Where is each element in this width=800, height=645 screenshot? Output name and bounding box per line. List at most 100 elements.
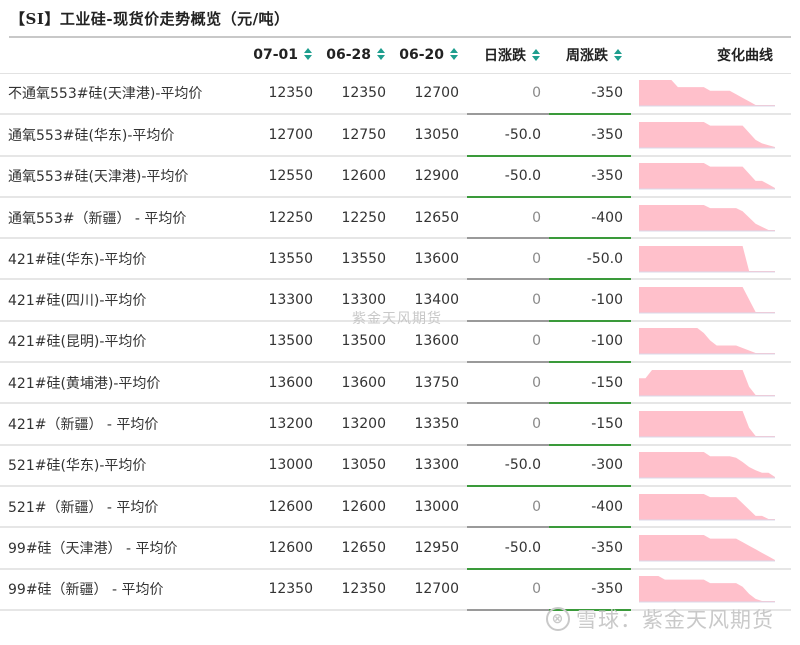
weekly-change: -150 bbox=[549, 403, 631, 446]
price-0628: 12650 bbox=[321, 527, 394, 570]
sort-icon[interactable] bbox=[450, 48, 459, 61]
table-header-row: 07-01 06-28 06-20 日涨跌 周涨跌 变化曲线 bbox=[0, 38, 791, 74]
change-underline bbox=[467, 608, 549, 611]
price-0628: 12600 bbox=[321, 155, 394, 198]
sparkline-chart bbox=[639, 328, 775, 355]
sparkline-cell bbox=[631, 403, 791, 446]
price-0701: 13550 bbox=[248, 238, 321, 281]
price-0628: 13600 bbox=[321, 362, 394, 405]
sort-icon[interactable] bbox=[532, 49, 541, 62]
product-name: 421#（新疆） - 平均价 bbox=[0, 403, 248, 446]
price-0620: 13600 bbox=[394, 320, 467, 364]
price-0701: 12600 bbox=[248, 527, 321, 570]
daily-change: 0 bbox=[467, 279, 549, 322]
price-0620: 13300 bbox=[394, 444, 467, 487]
daily-change: 0 bbox=[467, 196, 549, 240]
weekly-change: -350 bbox=[549, 527, 631, 570]
price-0701: 13300 bbox=[248, 279, 321, 322]
daily-change: 0 bbox=[467, 568, 549, 611]
title-divider bbox=[9, 36, 791, 38]
table-row[interactable]: 521#硅(华东)-平均价 13000 13050 13300 -50.0 -300 bbox=[0, 444, 791, 487]
daily-change: 0 bbox=[467, 320, 549, 364]
daily-change: -50.0 bbox=[467, 527, 549, 570]
header-date-0620[interactable]: 06-20 bbox=[394, 38, 467, 74]
product-name: 421#硅(昆明)-平均价 bbox=[0, 320, 248, 364]
price-0701: 12350 bbox=[248, 568, 321, 611]
sort-icon[interactable] bbox=[304, 48, 313, 61]
product-name: 通氧553#硅(天津港)-平均价 bbox=[0, 155, 248, 198]
daily-change: 0 bbox=[467, 485, 549, 529]
weekly-change: -50.0 bbox=[549, 238, 631, 281]
watermark-center: 紫金天风期货 bbox=[352, 311, 442, 327]
sparkline-chart bbox=[639, 287, 775, 314]
table-row[interactable]: 通氧553#硅(天津港)-平均价 12550 12600 12900 -50.0 -350 bbox=[0, 155, 791, 198]
price-0620: 12900 bbox=[394, 155, 467, 198]
price-0701: 12250 bbox=[248, 196, 321, 240]
price-0628: 12350 bbox=[321, 73, 394, 116]
price-0620: 12700 bbox=[394, 73, 467, 116]
table-row[interactable]: 不通氧553#硅(天津港)-平均价 12350 12350 12700 0 -350 bbox=[0, 73, 791, 116]
sparkline-chart bbox=[639, 411, 775, 438]
price-0620: 13350 bbox=[394, 403, 467, 446]
product-name: 421#硅(四川)-平均价 bbox=[0, 279, 248, 322]
table-row[interactable]: 421#硅(华东)-平均价 13550 13550 13600 0 -50.0 bbox=[0, 238, 791, 281]
price-0620: 13400 bbox=[394, 279, 467, 322]
price-0628: 12250 bbox=[321, 196, 394, 240]
price-0628: 12350 bbox=[321, 568, 394, 611]
price-0628: 12600 bbox=[321, 485, 394, 529]
price-0701: 12350 bbox=[248, 73, 321, 116]
price-0701: 12550 bbox=[248, 155, 321, 198]
sparkline-cell bbox=[631, 279, 791, 322]
table-row[interactable]: 421#硅(黄埔港)-平均价 13600 13600 13750 0 -150 bbox=[0, 362, 791, 405]
header-weekly-change[interactable]: 周涨跌 bbox=[549, 38, 631, 74]
table-row[interactable]: 99#硅（天津港） - 平均价 12600 12650 12950 -50.0 -350 bbox=[0, 527, 791, 570]
price-0701: 13000 bbox=[248, 444, 321, 487]
sparkline-chart bbox=[639, 576, 775, 603]
sort-icon[interactable] bbox=[614, 49, 623, 62]
price-0620: 13050 bbox=[394, 114, 467, 157]
table-row[interactable]: 521#（新疆） - 平均价 12600 12600 13000 0 -400 bbox=[0, 485, 791, 529]
price-0701: 12700 bbox=[248, 114, 321, 157]
product-name: 421#硅(黄埔港)-平均价 bbox=[0, 362, 248, 405]
page-title: 【SI】工业硅-现货价走势概览（元/吨） bbox=[10, 10, 290, 28]
sparkline-cell bbox=[631, 114, 791, 157]
price-0701: 13600 bbox=[248, 362, 321, 405]
header-date-0628[interactable]: 06-28 bbox=[321, 38, 394, 74]
daily-change: 0 bbox=[467, 403, 549, 446]
weekly-change: -100 bbox=[549, 279, 631, 322]
price-0620: 12950 bbox=[394, 527, 467, 570]
daily-change: 0 bbox=[467, 238, 549, 281]
weekly-change: -350 bbox=[549, 114, 631, 157]
weekly-change: -400 bbox=[549, 196, 631, 240]
weekly-change: -350 bbox=[549, 155, 631, 198]
watermark-bottom: ⊗ 雪球：紫金天风期货 bbox=[546, 604, 774, 634]
weekly-change: -350 bbox=[549, 73, 631, 116]
price-0620: 12650 bbox=[394, 196, 467, 240]
table-row[interactable]: 421#硅(四川)-平均价 13300 13300 13400 0 -100 bbox=[0, 279, 791, 322]
header-date-0701[interactable]: 07-01 bbox=[248, 38, 321, 74]
sparkline-cell bbox=[631, 568, 791, 611]
sparkline-chart bbox=[639, 369, 775, 397]
sparkline-cell bbox=[631, 73, 791, 116]
product-name: 521#硅(华东)-平均价 bbox=[0, 444, 248, 487]
price-0628: 13500 bbox=[321, 320, 394, 364]
daily-change: -50.0 bbox=[467, 155, 549, 198]
table-row[interactable]: 421#硅(昆明)-平均价 13500 13500 13600 0 -100 bbox=[0, 320, 791, 364]
sort-icon[interactable] bbox=[377, 48, 386, 61]
sparkline-chart bbox=[639, 493, 775, 521]
table-row[interactable]: 通氧553#硅(华东)-平均价 12700 12750 13050 -50.0 -350 bbox=[0, 114, 791, 157]
product-name: 通氧553#硅(华东)-平均价 bbox=[0, 114, 248, 157]
product-name: 通氧553#（新疆） - 平均价 bbox=[0, 196, 248, 240]
table-row[interactable]: 99#硅（新疆） - 平均价 12350 12350 12700 0 -350 bbox=[0, 568, 791, 611]
header-daily-change[interactable]: 日涨跌 bbox=[467, 38, 549, 74]
sparkline-chart bbox=[639, 204, 775, 232]
product-name: 99#硅（新疆） - 平均价 bbox=[0, 568, 248, 611]
price-0628: 13200 bbox=[321, 403, 394, 446]
table-row[interactable]: 421#（新疆） - 平均价 13200 13200 13350 0 -150 bbox=[0, 403, 791, 446]
sparkline-chart bbox=[639, 452, 775, 479]
weekly-change: -400 bbox=[549, 485, 631, 529]
table-row[interactable]: 通氧553#（新疆） - 平均价 12250 12250 12650 0 -400 bbox=[0, 196, 791, 240]
price-0628: 13050 bbox=[321, 444, 394, 487]
price-0620: 13600 bbox=[394, 238, 467, 281]
daily-change: 0 bbox=[467, 362, 549, 405]
